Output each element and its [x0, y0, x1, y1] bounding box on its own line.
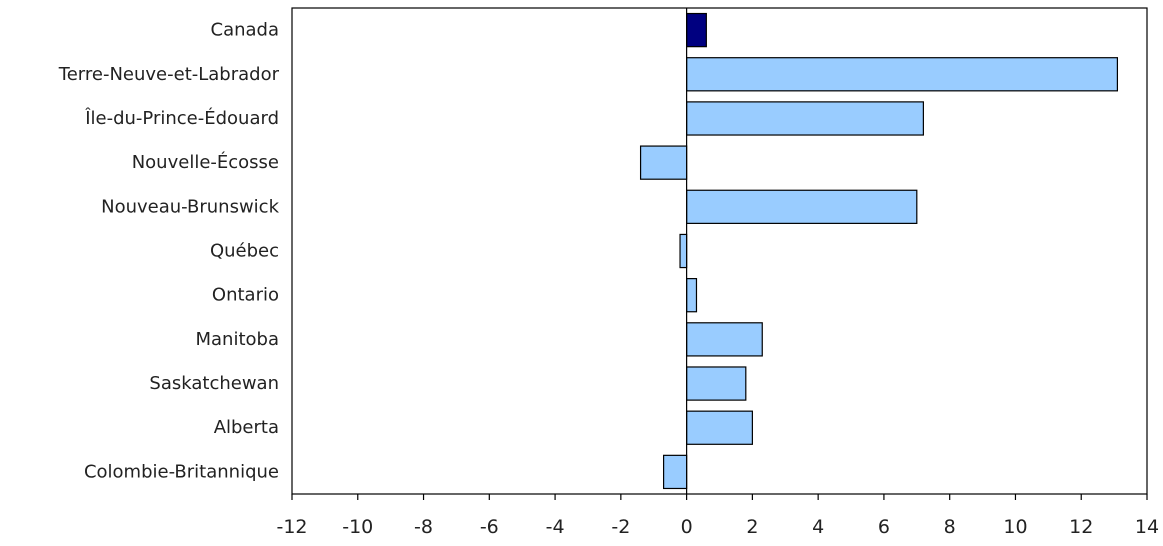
x-tick-label: -12: [276, 516, 307, 538]
bars: [639, 12, 1119, 490]
x-tick-label: -6: [480, 516, 499, 538]
bar-ontario: [686, 278, 698, 313]
x-tick-label: -2: [611, 516, 630, 538]
x-tick-label: 0: [681, 516, 693, 538]
bar-canada: [686, 12, 707, 48]
category-label-ontario: Ontario: [212, 285, 279, 306]
x-tick-label: -10: [342, 516, 373, 538]
bar-terre-neuve-et-labrador: [686, 57, 1119, 92]
category-label-nouvelle-ecosse: Nouvelle-Écosse: [132, 151, 279, 173]
bar-ile-du-prince-edouard: [686, 101, 924, 136]
category-label-quebec: Québec: [210, 241, 279, 262]
x-tick-label: 14: [1135, 516, 1159, 538]
x-tick-label: 12: [1069, 516, 1093, 538]
x-axis: -12 -10 -8 -6 -4 -2 0 2 4 6 8 10 12 14: [276, 8, 1159, 538]
category-label-terre-neuve-et-labrador: Terre-Neuve-et-Labrador: [58, 64, 280, 85]
category-label-alberta: Alberta: [214, 417, 279, 438]
x-tick-label: 8: [944, 516, 956, 538]
plot-frame: [291, 7, 1148, 495]
x-tick-label: 10: [1003, 516, 1027, 538]
bar-saskatchewan: [686, 366, 747, 401]
category-label-manitoba: Manitoba: [196, 329, 280, 350]
bar-colombie-britannique: [662, 454, 688, 490]
category-label-canada: Canada: [211, 20, 280, 41]
bar-nouvelle-ecosse: [639, 145, 688, 180]
category-labels: Canada Terre-Neuve-et-Labrador Île-du-Prin…: [58, 20, 280, 483]
category-label-nouveau-brunswick: Nouveau-Brunswick: [101, 196, 279, 217]
bar-alberta: [686, 410, 753, 445]
x-tick-label: 2: [746, 516, 758, 538]
category-label-ile-du-prince-edouard: Île-du-Prince-Édouard: [84, 107, 279, 129]
bar-manitoba: [686, 322, 763, 357]
bar-nouveau-brunswick: [686, 189, 918, 224]
x-tick-label: 4: [812, 516, 824, 538]
x-tick-label: -4: [546, 516, 565, 538]
category-label-saskatchewan: Saskatchewan: [149, 373, 279, 394]
x-tick-label: -8: [414, 516, 433, 538]
category-label-colombie-britannique: Colombie-Britannique: [84, 461, 279, 482]
bar-quebec: [679, 233, 688, 269]
x-tick-label: 6: [878, 516, 890, 538]
